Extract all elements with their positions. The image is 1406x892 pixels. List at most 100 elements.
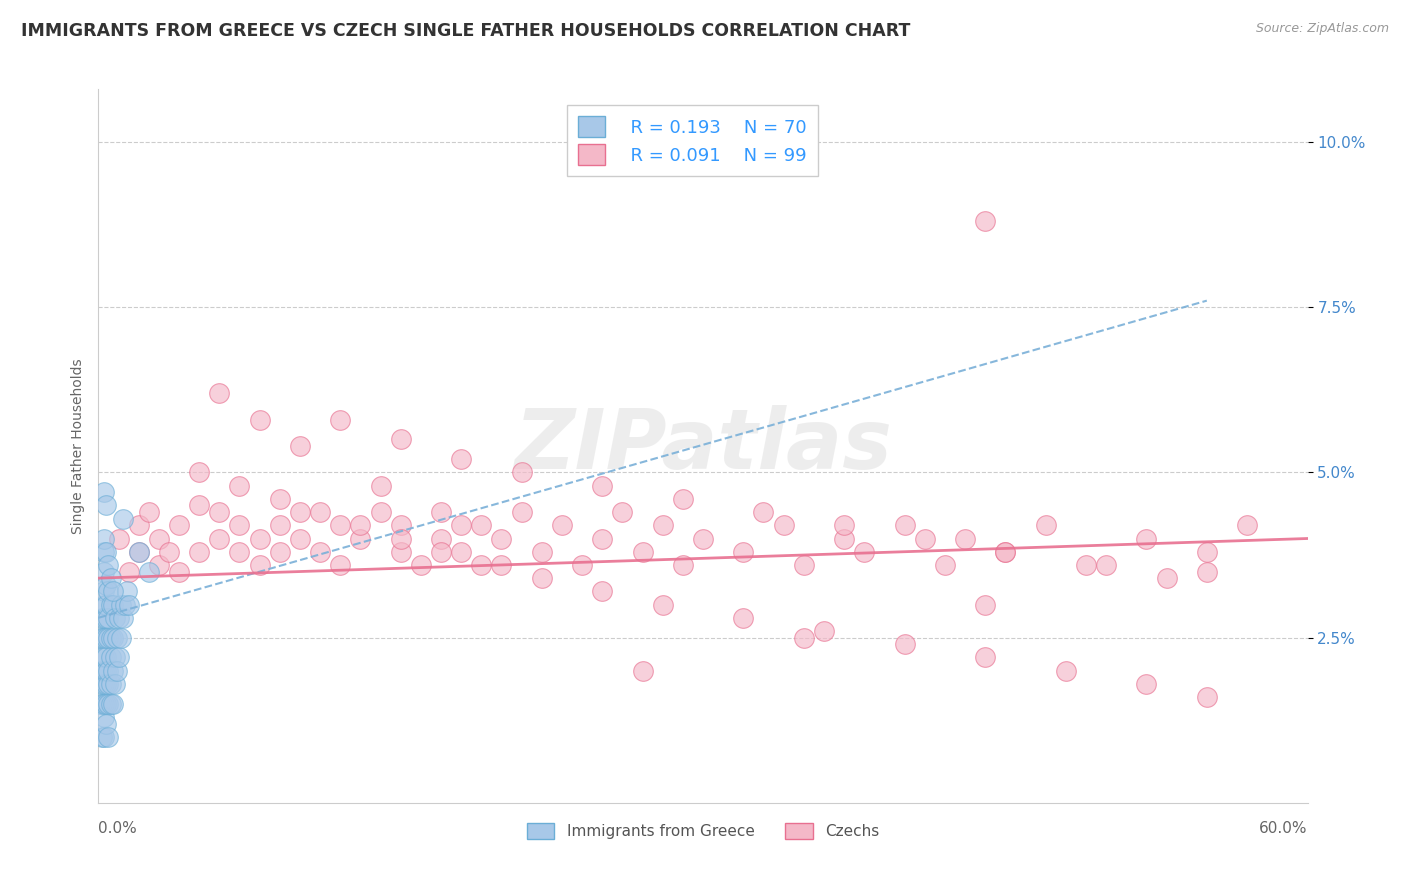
- Point: [1195, 565, 1218, 579]
- Point: [96, 578, 118, 592]
- Point: [370, 478, 392, 492]
- Point: [1035, 518, 1057, 533]
- Point: [1195, 690, 1218, 704]
- Point: [651, 518, 673, 533]
- Point: [832, 532, 855, 546]
- Point: [1156, 571, 1178, 585]
- Point: [100, 598, 122, 612]
- Point: [91, 631, 114, 645]
- Point: [100, 631, 122, 645]
- Point: [93, 664, 115, 678]
- Point: [105, 664, 128, 678]
- Point: [752, 505, 775, 519]
- Point: [107, 650, 129, 665]
- Point: [450, 545, 472, 559]
- Point: [450, 452, 472, 467]
- Point: [893, 637, 915, 651]
- Point: [269, 545, 291, 559]
- Point: [128, 518, 150, 533]
- Text: ZIPatlas: ZIPatlas: [515, 406, 891, 486]
- Point: [269, 491, 291, 506]
- Point: [591, 478, 613, 492]
- Point: [167, 518, 190, 533]
- Point: [389, 518, 412, 533]
- Point: [167, 565, 190, 579]
- Point: [631, 664, 654, 678]
- Point: [530, 545, 553, 559]
- Point: [188, 499, 211, 513]
- Point: [1095, 558, 1118, 572]
- Point: [208, 532, 231, 546]
- Point: [329, 518, 352, 533]
- Point: [389, 433, 412, 447]
- Point: [793, 631, 815, 645]
- Point: [450, 518, 472, 533]
- Point: [93, 650, 115, 665]
- Point: [91, 730, 114, 744]
- Point: [96, 631, 118, 645]
- Point: [96, 716, 118, 731]
- Point: [228, 518, 250, 533]
- Point: [91, 664, 114, 678]
- Point: [97, 730, 120, 744]
- Point: [249, 558, 271, 572]
- Point: [91, 677, 114, 691]
- Point: [93, 584, 115, 599]
- Point: [551, 518, 574, 533]
- Point: [228, 545, 250, 559]
- Point: [651, 598, 673, 612]
- Point: [510, 505, 533, 519]
- Point: [389, 532, 412, 546]
- Point: [430, 532, 453, 546]
- Point: [208, 505, 231, 519]
- Point: [571, 558, 593, 572]
- Point: [832, 518, 855, 533]
- Point: [309, 505, 332, 519]
- Point: [111, 611, 134, 625]
- Point: [1195, 545, 1218, 559]
- Point: [138, 505, 160, 519]
- Point: [93, 611, 115, 625]
- Point: [93, 532, 115, 546]
- Point: [934, 558, 956, 572]
- Point: [1135, 532, 1157, 546]
- Point: [96, 611, 118, 625]
- Point: [103, 611, 125, 625]
- Point: [793, 558, 815, 572]
- Point: [470, 558, 492, 572]
- Point: [93, 710, 115, 724]
- Point: [93, 697, 115, 711]
- Text: Source: ZipAtlas.com: Source: ZipAtlas.com: [1256, 22, 1389, 36]
- Point: [208, 386, 231, 401]
- Point: [96, 650, 118, 665]
- Point: [105, 631, 128, 645]
- Point: [138, 565, 160, 579]
- Point: [101, 697, 124, 711]
- Point: [1054, 664, 1077, 678]
- Point: [103, 650, 125, 665]
- Point: [510, 466, 533, 480]
- Point: [101, 631, 124, 645]
- Point: [96, 664, 118, 678]
- Point: [329, 412, 352, 426]
- Point: [188, 466, 211, 480]
- Point: [813, 624, 835, 638]
- Point: [93, 677, 115, 691]
- Point: [107, 532, 129, 546]
- Point: [148, 558, 170, 572]
- Point: [974, 214, 997, 228]
- Point: [96, 697, 118, 711]
- Point: [111, 511, 134, 525]
- Point: [89, 664, 111, 678]
- Point: [491, 558, 513, 572]
- Point: [370, 505, 392, 519]
- Point: [118, 565, 141, 579]
- Point: [97, 664, 120, 678]
- Point: [97, 558, 120, 572]
- Point: [107, 611, 129, 625]
- Point: [110, 598, 132, 612]
- Point: [853, 545, 876, 559]
- Point: [329, 558, 352, 572]
- Point: [93, 565, 115, 579]
- Point: [288, 439, 311, 453]
